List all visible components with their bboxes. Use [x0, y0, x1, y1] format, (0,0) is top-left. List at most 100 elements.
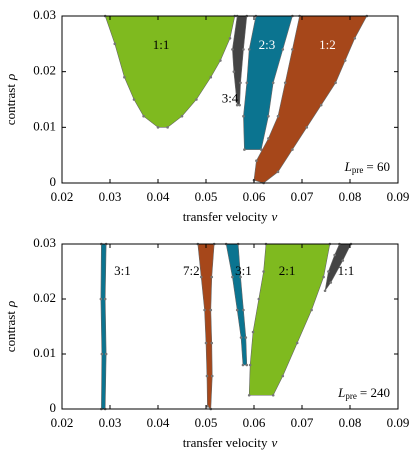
vertex-marker: [242, 48, 245, 51]
y-axis-label-text: contrast: [3, 84, 18, 126]
vertex-marker: [267, 137, 270, 140]
vertex-marker: [209, 308, 213, 312]
region-label: 3:4: [222, 90, 239, 105]
annotation-text: = 240: [360, 385, 390, 400]
x-tick-label: 0.08: [339, 189, 362, 204]
y-axis-label: contrast ρ: [3, 74, 18, 125]
region: [197, 243, 215, 410]
y-tick-label: 0: [50, 174, 57, 189]
vertex-marker: [245, 81, 249, 85]
y-tick-label: 0.03: [33, 235, 56, 250]
x-tick-label: 0.02: [51, 189, 74, 204]
x-axis-label-text: transfer velocity: [183, 209, 268, 224]
vertex-marker: [203, 308, 206, 312]
x-tick-label: 0.04: [147, 415, 170, 430]
vertex-marker: [281, 374, 285, 378]
x-tick-label: 0.05: [195, 189, 218, 204]
vertex-marker: [244, 336, 248, 339]
vertex-marker: [204, 341, 208, 345]
vertex-marker: [267, 114, 270, 118]
annotation-text: = 60: [366, 159, 390, 174]
vertex-marker: [251, 330, 255, 334]
vertex-marker: [333, 253, 336, 257]
vertex-marker: [238, 103, 241, 107]
vertex-marker: [353, 36, 357, 40]
vertex-marker: [231, 275, 234, 279]
vertex-marker: [235, 308, 239, 312]
y-axis-symbol: ρ: [3, 74, 18, 81]
vertex-marker: [156, 126, 160, 129]
y-tick-label: 0.02: [33, 290, 56, 305]
vertex-marker: [142, 114, 145, 118]
vertex-marker: [210, 374, 214, 378]
y-tick-label: 0.03: [33, 7, 56, 22]
vertex-marker: [219, 59, 222, 62]
x-tick-label: 0.04: [147, 189, 170, 204]
vertex-marker: [99, 297, 103, 301]
x-tick-label: 0.06: [243, 189, 266, 204]
plot-frame: [61, 243, 399, 410]
annotation-symbol: L: [344, 159, 352, 174]
y-tick-label: 0.01: [33, 345, 56, 360]
vertex-marker: [281, 48, 285, 51]
y-axis-label-text: contrast: [3, 311, 18, 353]
vertex-marker: [123, 75, 126, 79]
x-tick-label: 0.09: [387, 189, 410, 204]
vertex-marker: [255, 159, 258, 163]
vertex-marker: [257, 297, 261, 301]
y-tick-label: 0.02: [33, 63, 56, 78]
vertex-marker: [239, 275, 242, 279]
annotation: Lpre = 240: [337, 385, 390, 401]
vertex-marker: [291, 48, 294, 51]
vertex-marker: [323, 289, 327, 293]
vertex-marker: [113, 42, 117, 46]
vertex-marker: [343, 59, 347, 62]
region-label: 2:1: [279, 263, 296, 278]
x-axis-label: transfer velocity v: [183, 435, 278, 450]
vertex-marker: [231, 48, 234, 51]
vertex-marker: [242, 308, 245, 312]
vertex-marker: [305, 126, 309, 129]
vertex-marker: [180, 114, 184, 118]
vertex-marker: [271, 81, 275, 85]
vertex-marker: [327, 270, 330, 273]
vertex-marker: [334, 81, 337, 85]
vertex-marker: [206, 404, 209, 408]
y-axis-symbol: ρ: [3, 301, 18, 308]
vertex-marker: [199, 275, 203, 279]
vertex-marker: [205, 374, 209, 378]
vertex-marker: [210, 275, 214, 279]
vertex-marker: [271, 393, 275, 397]
x-tick-label: 0.02: [51, 415, 74, 430]
panel: 1:1 3:4 2:3 1:2 0.02 0.03 0.04 0.05 0.06 0.07 0.08…: [3, 7, 409, 224]
vertex-marker: [295, 341, 299, 345]
x-tick-label: 0.07: [291, 415, 314, 430]
vertex-marker: [341, 259, 345, 262]
region-label: 2:3: [259, 37, 276, 52]
region: [100, 243, 107, 410]
region-label: 7:2: [183, 263, 200, 278]
region-label: 1:2: [319, 37, 336, 52]
y-tick-label: 0: [50, 400, 57, 415]
vertex-marker: [245, 363, 249, 367]
vertex-marker: [329, 281, 333, 284]
x-axis-symbol: v: [272, 209, 278, 224]
vertex-marker: [132, 98, 136, 101]
vertex-marker: [248, 363, 252, 367]
vertex-marker: [232, 70, 236, 73]
x-axis-symbol: v: [272, 435, 278, 450]
vertex-marker: [166, 126, 169, 129]
vertex-marker: [239, 81, 242, 85]
x-tick-label: 0.03: [99, 189, 122, 204]
x-tick-label: 0.07: [291, 189, 314, 204]
vertex-marker: [210, 341, 214, 345]
vertex-marker: [310, 308, 313, 312]
plot-frame: [61, 15, 399, 184]
region-label: 1:1: [153, 37, 170, 52]
vertex-marker: [283, 81, 287, 85]
vertex-marker: [291, 148, 294, 151]
annotation-symbol: L: [337, 385, 345, 400]
vertex-marker: [276, 114, 280, 118]
region-label: 3:1: [114, 263, 131, 278]
x-tick-label: 0.09: [387, 415, 410, 430]
